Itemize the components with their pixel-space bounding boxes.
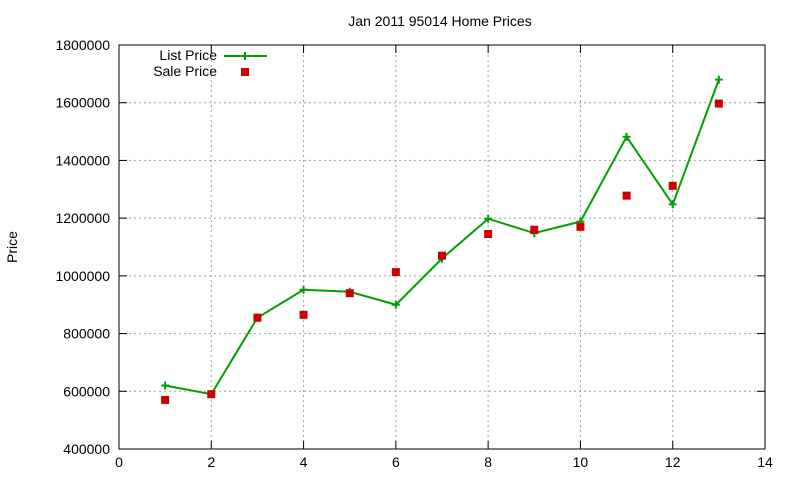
data-point-sale-price xyxy=(668,181,677,190)
x-tick-label: 2 xyxy=(207,454,215,470)
y-axis-label: Price xyxy=(4,231,20,263)
data-point-sale-price xyxy=(714,99,723,108)
data-point-sale-price xyxy=(391,268,400,277)
data-point-sale-price xyxy=(438,251,446,260)
y-tick-label: 400000 xyxy=(63,441,110,457)
legend-label-sale-price: Sale Price xyxy=(153,63,217,79)
plot-frame xyxy=(118,44,766,450)
legend-label-list-price: List Price xyxy=(159,47,217,63)
y-tick-label: 1600000 xyxy=(55,95,110,111)
data-point-list-price xyxy=(484,214,493,223)
data-point-sale-price xyxy=(345,289,354,298)
series-sale-price xyxy=(161,99,723,404)
x-tick-label: 8 xyxy=(484,454,492,470)
x-tick-label: 12 xyxy=(665,454,681,470)
data-point-list-price xyxy=(668,200,677,209)
data-point-sale-price xyxy=(576,222,585,231)
data-point-list-price xyxy=(714,75,723,84)
data-point-sale-price xyxy=(622,191,631,200)
x-tick-label: 14 xyxy=(757,454,773,470)
legend-marker-sale-price xyxy=(241,68,249,76)
x-tick-label: 6 xyxy=(392,454,400,470)
y-tick-label: 1000000 xyxy=(55,268,110,284)
y-tick-label: 1800000 xyxy=(55,37,110,53)
legend: List Price Sale Price xyxy=(153,47,267,79)
y-tick-label: 1400000 xyxy=(55,152,110,168)
data-point-list-price xyxy=(622,132,631,141)
series-layer xyxy=(161,75,723,404)
y-tick-label: 800000 xyxy=(63,326,110,342)
y-tick-label: 1200000 xyxy=(55,210,110,226)
grid-lines xyxy=(119,45,765,449)
legend-marker-list-price xyxy=(241,52,249,60)
series-line-list-price xyxy=(164,79,720,396)
data-point-list-price xyxy=(391,300,400,309)
x-tick-label: 10 xyxy=(573,454,589,470)
data-point-sale-price xyxy=(484,230,493,239)
data-point-sale-price xyxy=(253,313,262,322)
x-tick-label: 4 xyxy=(300,454,308,470)
chart-title: Jan 2011 95014 Home Prices xyxy=(348,13,531,29)
data-point-sale-price xyxy=(207,390,216,399)
data-point-sale-price xyxy=(161,395,170,404)
x-tick-label: 0 xyxy=(115,454,123,470)
data-point-sale-price xyxy=(530,225,539,234)
data-point-list-price xyxy=(299,285,308,294)
axis-ticks: 0 2 4 6 8 10 12 14 400000 600000 800000 1000000 1200… xyxy=(55,37,773,470)
data-point-list-price xyxy=(161,381,170,390)
series-list-price xyxy=(161,75,723,399)
y-tick-label: 600000 xyxy=(63,383,110,399)
data-point-sale-price xyxy=(299,310,308,319)
